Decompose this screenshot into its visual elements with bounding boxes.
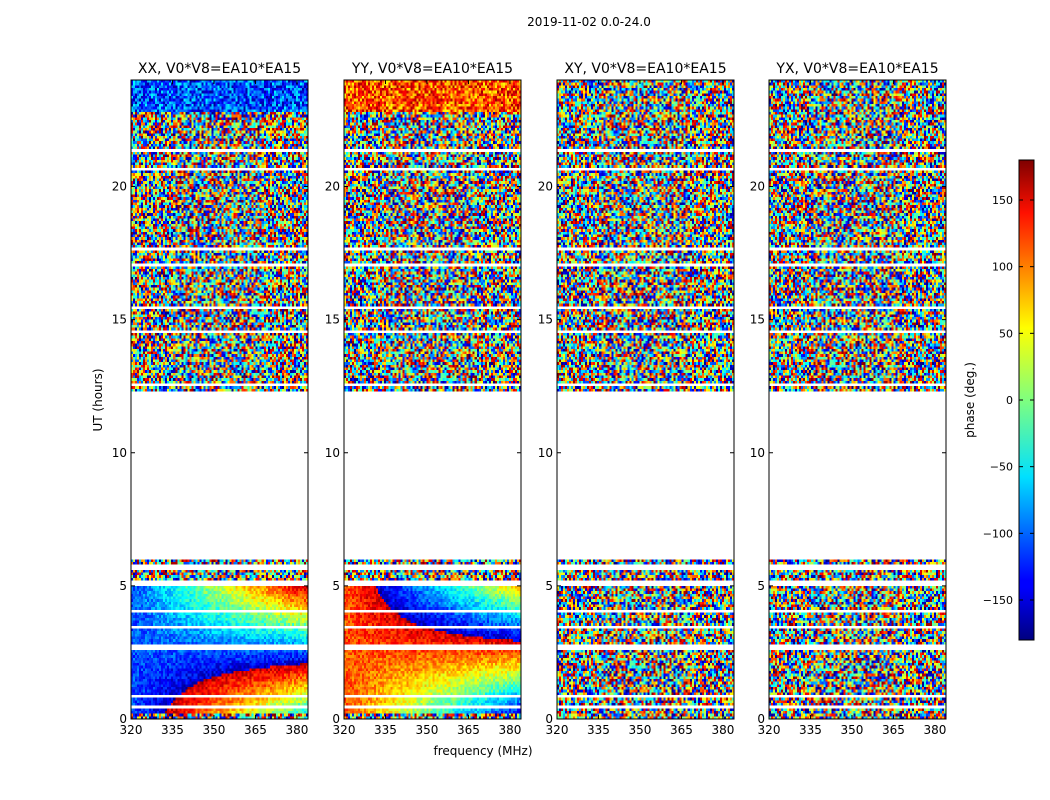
y-tick-label: 20	[325, 180, 340, 194]
y-tick-label: 5	[332, 579, 340, 593]
x-tick-label: 320	[546, 723, 569, 737]
x-tick-label: 365	[670, 723, 693, 737]
y-tick-label: 0	[332, 712, 340, 726]
panel-yy: YY, V0*V8=EA10*EA15 320 335 350 365 380 0 5 10 15…	[325, 61, 522, 737]
x-tick-label: 380	[711, 723, 734, 737]
y-tick-label: 10	[538, 446, 553, 460]
colorbar-label: phase (deg.)	[963, 362, 977, 438]
y-tick-label: 0	[545, 712, 553, 726]
figure-suptitle: 2019-11-02 0.0-24.0	[527, 15, 651, 29]
colorbar-tick-label: 150	[992, 194, 1013, 207]
x-tick-label: 380	[285, 723, 308, 737]
y-axis-label: UT (hours)	[91, 368, 105, 431]
phase-heatmap	[557, 80, 734, 719]
x-tick-label: 365	[882, 723, 905, 737]
panel-yx: YX, V0*V8=EA10*EA15 320 335 350 365 380 0 5 10 15…	[750, 61, 947, 737]
panel-frame	[343, 79, 522, 720]
y-tick-label: 20	[538, 180, 553, 194]
y-tick-label: 20	[112, 180, 127, 194]
panel-title: XY, V0*V8=EA10*EA15	[564, 61, 726, 77]
panel-title: YX, V0*V8=EA10*EA15	[775, 61, 938, 77]
panel-title: YY, V0*V8=EA10*EA15	[351, 61, 513, 77]
phase-heatmap	[344, 80, 521, 719]
y-tick-label: 5	[545, 579, 553, 593]
x-tick-label: 320	[120, 723, 143, 737]
y-tick-label: 0	[119, 712, 127, 726]
y-tick-label: 15	[325, 313, 340, 327]
colorbar-ticks: −150 −100 −50 0 50 100 150	[983, 194, 1034, 607]
x-tick-label: 350	[416, 723, 439, 737]
x-tick-label: 335	[799, 723, 822, 737]
x-tick-label: 320	[333, 723, 356, 737]
y-tick-label: 5	[757, 579, 765, 593]
colorbar-tick-label: 100	[992, 261, 1013, 274]
colorbar-tick-label: 50	[999, 327, 1013, 340]
colorbar-tick-label: −100	[983, 527, 1013, 540]
colorbar-tick-label: −150	[983, 594, 1013, 607]
panel-xx: XX, V0*V8=EA10*EA15 320 335 350 365 380 0 5 10 15…	[112, 61, 309, 737]
y-tick-label: 10	[750, 446, 765, 460]
y-tick-label: 20	[750, 180, 765, 194]
phase-heatmap	[769, 80, 946, 719]
x-tick-label: 320	[758, 723, 781, 737]
panels: XX, V0*V8=EA10*EA15 320 335 350 365 380 0 5 10 15…	[112, 61, 947, 737]
panel-xy: XY, V0*V8=EA10*EA15 320 335 350 365 380 0 5 10 15…	[538, 61, 735, 737]
x-tick-label: 335	[161, 723, 184, 737]
y-tick-label: 15	[112, 313, 127, 327]
panel-frame	[556, 79, 735, 720]
y-tick-label: 5	[119, 579, 127, 593]
colorbar: −150 −100 −50 0 50 100 150 phase (deg.)	[963, 159, 1035, 641]
colorbar-tick-label: 0	[1006, 394, 1013, 407]
y-tick-label: 15	[538, 313, 553, 327]
x-tick-label: 365	[457, 723, 480, 737]
panel-title: XX, V0*V8=EA10*EA15	[138, 61, 301, 77]
x-tick-label: 365	[244, 723, 267, 737]
x-axis-label: frequency (MHz)	[433, 744, 532, 758]
x-tick-label: 350	[629, 723, 652, 737]
phase-heatmap	[131, 80, 308, 719]
x-tick-label: 335	[587, 723, 610, 737]
y-tick-label: 0	[757, 712, 765, 726]
y-tick-label: 10	[325, 446, 340, 460]
y-tick-label: 15	[750, 313, 765, 327]
x-tick-label: 380	[923, 723, 946, 737]
x-tick-label: 380	[498, 723, 521, 737]
panel-frame	[768, 79, 947, 720]
panel-frame	[130, 79, 309, 720]
colorbar-tick-label: −50	[990, 461, 1013, 474]
x-tick-label: 350	[203, 723, 226, 737]
x-tick-label: 350	[841, 723, 864, 737]
y-tick-label: 10	[112, 446, 127, 460]
x-tick-label: 335	[374, 723, 397, 737]
